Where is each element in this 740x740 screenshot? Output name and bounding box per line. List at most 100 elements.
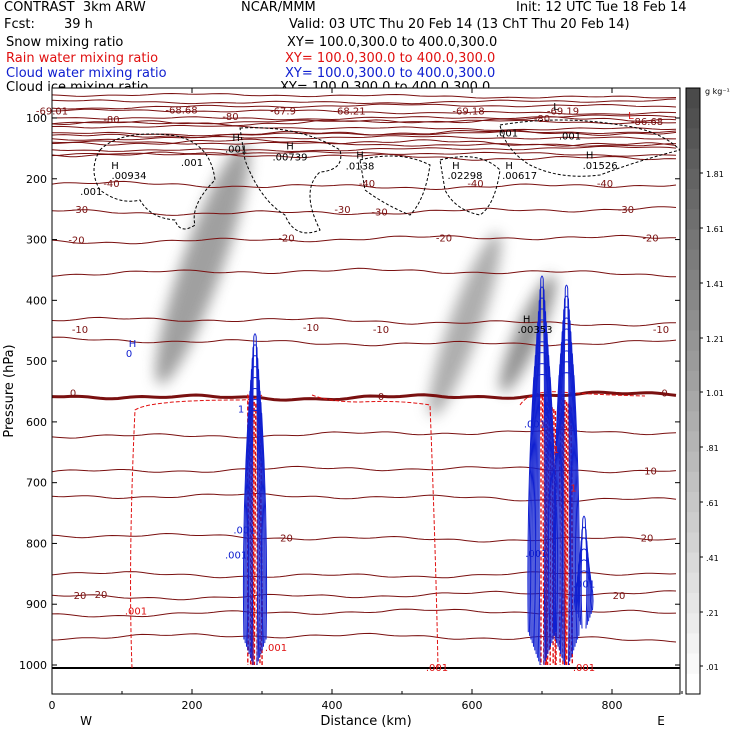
extremum-label: 0 — [126, 349, 132, 360]
temperature-contour — [52, 234, 676, 245]
snow-plume — [155, 143, 250, 385]
temperature-label: -10 — [373, 325, 389, 336]
temperature-label: 0 — [378, 392, 384, 403]
temperature-contour — [52, 116, 677, 127]
temperature-label: -69.19 — [547, 107, 579, 118]
extremum-label: .00739 — [273, 152, 308, 163]
temperature-contour — [52, 151, 677, 161]
field-xy-cloud-water: XY= 100.0,300.0 to 400.0,300.0 — [285, 66, 496, 81]
colorbar-swatch — [686, 572, 700, 594]
extremum-label: 1 — [238, 405, 244, 416]
y-tick-label: 200 — [26, 173, 47, 186]
cloud-water-contour — [251, 333, 259, 666]
colorbar-level-label: .41 — [706, 554, 719, 563]
cloud-ice-contour-layer — [93, 119, 680, 234]
colorbar-swatch — [686, 391, 700, 412]
temperature-label: -68.21 — [333, 107, 365, 118]
x-tick-label: 400 — [322, 699, 343, 712]
stratosphere-contour — [52, 98, 677, 105]
init-time: Init: 12 UTC Tue 18 Feb 14 — [516, 0, 687, 15]
cloud-water-contour — [576, 548, 592, 618]
temperature-label: 20 — [641, 533, 654, 544]
cloud-water-contour — [247, 366, 263, 655]
colorbar-level-label: 1.61 — [706, 225, 724, 234]
temperature-label: -10 — [653, 325, 669, 336]
colorbar-swatch — [686, 330, 700, 352]
colorbar-level-label: 1.01 — [706, 389, 724, 398]
plot-frame — [51, 87, 681, 695]
cloud-water-contour — [533, 319, 551, 651]
temperature-label: -30 — [371, 208, 387, 219]
stratosphere-contour — [52, 92, 677, 99]
y-tick-label: 700 — [26, 477, 47, 490]
cloud-water-contour — [527, 374, 557, 633]
temperature-label: -30 — [334, 205, 350, 216]
cloud-water-contour — [560, 306, 573, 658]
stratosphere-contour — [52, 140, 677, 147]
stratosphere-contour — [52, 119, 677, 125]
colorbar-level-label: .21 — [706, 609, 719, 618]
colorbar-unit: g kg⁻¹ — [705, 87, 730, 96]
temperature-label: 10 — [644, 467, 657, 478]
field-xy-rain: XY= 100.0,300.0 to 400.0,300.0 — [285, 51, 496, 66]
colorbar-swatch — [686, 88, 700, 109]
forecast-hour-label: Fcst: — [4, 17, 35, 32]
y-tick-label: 800 — [26, 537, 47, 550]
extremum-label: .00617 — [502, 171, 537, 182]
y-axis-title: Pressure (hPa) — [2, 344, 17, 437]
temperature-contour — [52, 267, 676, 278]
cloud-ice-contour — [439, 156, 501, 216]
stratosphere-contour — [52, 108, 677, 115]
x-tick-label: 800 — [602, 699, 623, 712]
temperature-label: -67.9 — [270, 107, 296, 118]
extremum-label: .001 — [265, 643, 287, 654]
cloud-ice-contour — [93, 133, 216, 230]
x-tick-label: 0 — [49, 699, 56, 712]
cloud-ice-contour — [499, 119, 680, 177]
cloud-ice-contour — [359, 155, 431, 216]
stratosphere-contour — [52, 151, 677, 157]
temperature-label: -69.18 — [452, 107, 484, 118]
extremum-label: .00353 — [518, 325, 553, 336]
cloud-ice-contour — [239, 127, 342, 234]
temperature-label: 20 — [280, 533, 293, 544]
temperature-label: -80 — [103, 115, 119, 126]
extremum-label: .001 — [426, 663, 448, 674]
field-name-cloud-water: Cloud water mixing ratio — [6, 66, 167, 81]
temperature-label: -20 — [278, 234, 294, 245]
extremum-label: H — [111, 161, 119, 172]
extremum-label: .001 — [181, 158, 203, 169]
x-axis-title: Distance (km) — [320, 714, 411, 729]
cloud-water-contour — [553, 372, 580, 636]
temperature-label: -30 — [618, 205, 634, 216]
temperature-label: 20 — [95, 590, 108, 601]
colorbar-swatch — [686, 108, 700, 129]
snow-plume — [499, 275, 557, 393]
extremum-label: H — [129, 339, 137, 350]
colorbar-swatch — [686, 209, 700, 230]
colorbar-level-label: .81 — [706, 444, 719, 453]
stratosphere-contour — [52, 103, 677, 110]
extremum-label: .0138 — [346, 161, 375, 172]
cloud-water-contour — [245, 388, 265, 647]
cloud-water-contour — [578, 537, 590, 622]
cloud-water-contour — [532, 330, 552, 647]
cloud-water-contour — [531, 341, 553, 644]
colorbar-swatch — [686, 653, 700, 675]
extremum-label: .02298 — [448, 171, 483, 182]
cloud-water-contour — [580, 515, 588, 629]
cloud-water-contour — [579, 526, 589, 625]
cloud-water-contour — [534, 308, 550, 655]
colorbar-swatch — [686, 189, 700, 210]
colorbar-swatch — [686, 673, 700, 695]
colorbar-swatch — [686, 633, 700, 655]
colorbar-swatch — [686, 512, 700, 533]
extremum-label: 1 — [570, 484, 576, 495]
cloud-water-contour — [538, 275, 546, 666]
colorbar-swatch — [686, 613, 700, 634]
colorbar-swatch — [686, 128, 700, 150]
temperature-label: -40 — [359, 179, 375, 190]
colorbar-level-label: 1.41 — [706, 280, 724, 289]
colorbar-swatch — [686, 431, 700, 453]
cloud-water-contour — [536, 297, 548, 658]
